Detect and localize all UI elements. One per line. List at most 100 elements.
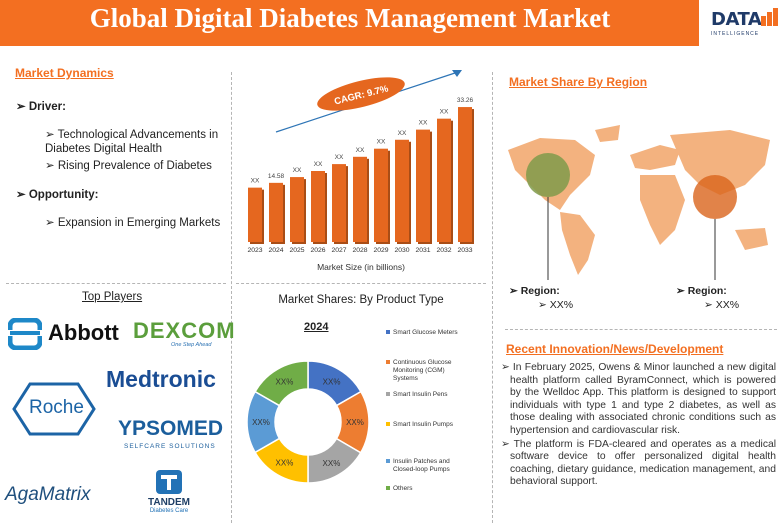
agamatrix-name: AgaMatrix: [5, 484, 91, 505]
driver-item-1-text: Technological Advancements in Diabetes D…: [45, 129, 219, 155]
dynamics-title: Market Dynamics: [15, 66, 114, 80]
bar-data-label: XX: [398, 130, 407, 137]
driver-label: Driver:: [28, 101, 66, 113]
x-tick-label: 2023: [247, 247, 262, 254]
dexcom-name: DEXCOM: [133, 318, 236, 343]
cagr-arrow-head: [452, 70, 462, 77]
legend-label: Smart Glucose Meters: [393, 329, 458, 336]
product-chart-title: Market Shares: By Product Type: [278, 294, 444, 306]
region-right-label-text: Region:: [687, 285, 727, 297]
tandem-icon: [156, 470, 182, 494]
region-marker-north-america: [526, 153, 570, 197]
region-right-value: ➢ XX%: [704, 299, 740, 311]
bar-data-label: XX: [293, 167, 302, 174]
opportunity-label: Opportunity:: [28, 189, 99, 201]
donut-data-label: XX%: [276, 459, 294, 468]
x-tick-label: 2028: [352, 247, 367, 254]
bar-data-label: XX: [314, 161, 323, 168]
legend-label: Others: [393, 485, 413, 492]
legend-label: Smart Insulin Pens: [393, 391, 448, 398]
driver-item-2: ➢ Rising Prevalence of Diabetes: [45, 160, 212, 172]
medtronic-name: Medtronic: [106, 366, 216, 392]
bar-data-label: XX: [419, 120, 428, 127]
roche-logo: Roche: [12, 382, 96, 441]
legend-swatch: [386, 330, 390, 334]
tandem-tagline: Diabetes Care: [149, 508, 189, 514]
tandem-logo: TANDEM Diabetes Care: [140, 470, 198, 514]
news-item-1: ➢ In February 2025, Owens & Minor launch…: [501, 362, 776, 436]
driver-item-2-text: Rising Prevalence of Diabetes: [57, 160, 212, 172]
bar-data-label: XX: [335, 154, 344, 161]
legend-label: Continuous Glucose Monitoring (CGM) System…: [393, 359, 452, 382]
divider-region: [505, 329, 777, 330]
x-tick-label: 2029: [373, 247, 388, 254]
dexcom-logo: DEXCOM One Step Ahead: [133, 318, 236, 348]
bar-2030: [395, 139, 409, 242]
opportunity-heading: ➢ Opportunity:: [16, 189, 99, 201]
x-tick-label: 2033: [457, 247, 472, 254]
product-type-donut-chart: XX% XX% XX% XX% XX% XX% Smart Glucose Meters Co…: [246, 329, 458, 492]
region-left-label-text: Region:: [520, 285, 560, 297]
bar-2028: [353, 156, 367, 242]
bar-data-label: XX: [356, 147, 365, 154]
x-tick-label: 2031: [415, 247, 430, 254]
legend-swatch: [386, 486, 390, 490]
page-title: Global Digital Diabetes Management Marke…: [89, 3, 611, 33]
world-map: [508, 125, 770, 280]
logo-text: DATA: [711, 9, 762, 30]
news-item-2: ➢ The platform is FDA-cleared and operat…: [501, 438, 776, 488]
abbott-icon: [7, 317, 43, 351]
roche-name: Roche: [29, 397, 84, 418]
cagr-badge: [317, 77, 405, 111]
driver-heading: ➢ Driver:: [16, 101, 66, 113]
bar-2025: [290, 177, 304, 242]
product-chart-year: 2024: [304, 321, 329, 333]
x-tick-label: 2025: [289, 247, 304, 254]
divider-right: [492, 72, 493, 523]
bar-2033: [458, 107, 472, 242]
bar-2031: [416, 129, 430, 242]
bar-data-label: XX: [440, 109, 449, 116]
region-left-value-text: XX%: [549, 299, 574, 311]
legend-swatch: [386, 459, 390, 463]
bar-2027: [332, 164, 346, 242]
donut-data-label: XX%: [323, 377, 341, 386]
donut-data-label: XX%: [323, 459, 341, 468]
region-right-label: ➢ Region:: [676, 285, 727, 297]
legend-swatch: [386, 392, 390, 396]
bar-data-label: 33.26: [457, 97, 474, 104]
abbott-logo: Abbott: [7, 317, 119, 355]
legend-label: Smart Insulin Pumps: [393, 421, 454, 428]
logo-subtext: INTELLIGENCE: [711, 31, 760, 37]
bar-2026: [311, 171, 325, 242]
news-item-1-text: In February 2025, Owens & Minor launched…: [510, 362, 776, 436]
bar-data-label: XX: [251, 178, 260, 185]
x-tick-label: 2030: [394, 247, 409, 254]
players-title: Top Players: [82, 291, 143, 303]
news-item-2-text: The platform is FDA-cleared and operates…: [510, 438, 776, 488]
bar-2032: [437, 118, 451, 242]
region-title: Market Share By Region: [509, 75, 648, 89]
news-list: ➢ In February 2025, Owens & Minor launch…: [500, 362, 776, 490]
legend-swatch: [386, 422, 390, 426]
tandem-name: TANDEM: [147, 497, 191, 508]
bar-data-label: XX: [377, 139, 386, 146]
world-map-landmass: [508, 125, 770, 275]
header-banner: Global Digital Diabetes Management Marke…: [0, 0, 784, 46]
legend-swatch: [386, 360, 390, 364]
bar-2029: [374, 148, 388, 242]
legend-label: Insulin Patches and Closed-loop Pumps: [393, 458, 450, 473]
abbott-name: Abbott: [48, 320, 119, 345]
market-size-bar-chart: CAGR: 9.7%XX202314.582024XX2025XX2026XX2…: [247, 70, 474, 272]
x-tick-label: 2024: [268, 247, 283, 254]
donut-data-label: XX%: [252, 418, 270, 427]
region-right-value-text: XX%: [715, 299, 740, 311]
x-tick-label: 2032: [436, 247, 451, 254]
bar-2023: [248, 187, 262, 242]
divider-left: [231, 72, 232, 523]
region-left-label: ➢ Region:: [509, 285, 560, 297]
x-tick-label: 2027: [331, 247, 346, 254]
driver-item-1: ➢ Technological Advancements in Diabetes…: [45, 129, 219, 155]
news-title: Recent Innovation/News/Development: [506, 342, 724, 356]
donut-data-label: XX%: [346, 418, 364, 427]
